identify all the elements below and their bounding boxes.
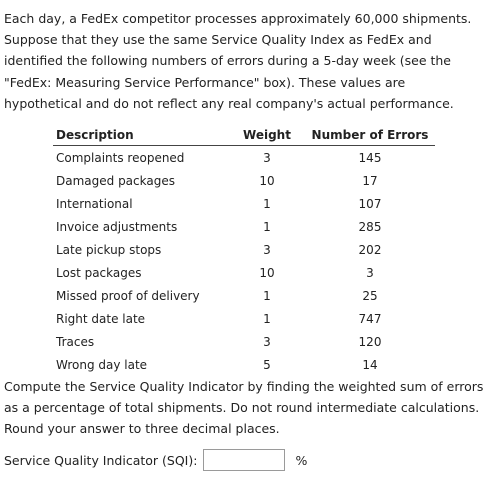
row-weight: 10: [259, 265, 275, 280]
sqi-input[interactable]: [203, 449, 286, 471]
percent-unit: %: [295, 452, 308, 468]
errors-table-container: Description Weight Number of Errors Comp…: [53, 125, 437, 376]
problem-instructions: Compute the Service Quality Indicator by…: [4, 379, 484, 437]
header-description: Description: [53, 125, 229, 146]
row-errors: 107: [358, 196, 382, 211]
table-row: Complaints reopened 3 145: [53, 146, 435, 170]
row-errors: 285: [358, 219, 382, 234]
row-errors: 3: [366, 265, 374, 280]
table-row: Lost packages 10 3: [53, 261, 435, 284]
row-weight: 3: [263, 334, 271, 349]
row-errors: 145: [358, 150, 382, 165]
row-weight: 5: [263, 357, 271, 372]
header-weight: Weight: [229, 125, 305, 146]
row-errors: 14: [362, 357, 378, 372]
table-row: Right date late 1 747: [53, 307, 435, 330]
row-description: International: [56, 196, 133, 211]
table-row: Traces 3 120: [53, 330, 435, 353]
row-errors: 25: [362, 288, 378, 303]
table-row: Late pickup stops 3 202: [53, 238, 435, 261]
row-weight: 1: [263, 311, 271, 326]
row-weight: 3: [263, 242, 271, 257]
row-description: Late pickup stops: [56, 242, 162, 257]
row-errors: 747: [358, 311, 382, 326]
sqi-label: Service Quality Indicator (SQI):: [4, 452, 198, 468]
row-description: Missed proof of delivery: [56, 288, 200, 303]
row-weight: 1: [263, 196, 271, 211]
row-weight: 3: [263, 150, 271, 165]
row-weight: 10: [259, 173, 275, 188]
problem-intro: Each day, a FedEx competitor processes a…: [4, 11, 472, 111]
row-errors: 202: [358, 242, 382, 257]
header-number-of-errors: Number of Errors: [305, 125, 435, 146]
row-description: Invoice adjustments: [56, 219, 178, 234]
row-description: Traces: [56, 334, 95, 349]
row-description: Complaints reopened: [56, 150, 185, 165]
table-row: International 1 107: [53, 192, 435, 215]
row-description: Wrong day late: [56, 357, 148, 372]
row-description: Right date late: [56, 311, 146, 326]
table-row: Missed proof of delivery 1 25: [53, 284, 435, 307]
errors-table: Description Weight Number of Errors Comp…: [53, 125, 435, 376]
row-errors: 120: [358, 334, 382, 349]
table-row: Damaged packages 10 17: [53, 169, 435, 192]
table-row: Invoice adjustments 1 285: [53, 215, 435, 238]
answer-row: Service Quality Indicator (SQI): %: [4, 446, 307, 474]
row-weight: 1: [263, 288, 271, 303]
row-description: Damaged packages: [56, 173, 175, 188]
table-header-row: Description Weight Number of Errors: [53, 125, 435, 146]
row-weight: 1: [263, 219, 271, 234]
table-row: Wrong day late 5 14: [53, 353, 435, 376]
row-description: Lost packages: [56, 265, 142, 280]
row-errors: 17: [362, 173, 378, 188]
